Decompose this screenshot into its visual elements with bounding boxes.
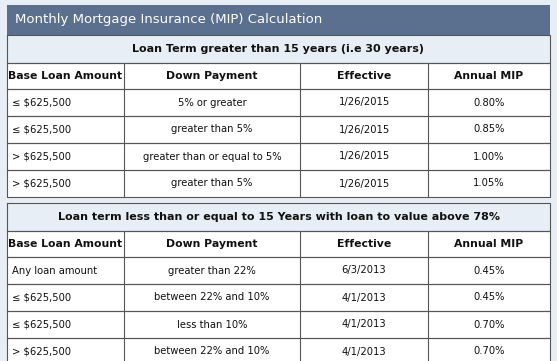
Bar (7, 170, 550, 197)
Text: 5% or greater: 5% or greater (178, 97, 246, 108)
Text: 1/26/2015: 1/26/2015 (339, 178, 390, 188)
Bar (7, 35, 550, 63)
Text: 1/26/2015: 1/26/2015 (339, 125, 390, 135)
Bar (7, 116, 550, 143)
Text: > $625,500: > $625,500 (12, 178, 71, 188)
Text: less than 10%: less than 10% (177, 319, 247, 330)
Bar (7, 257, 550, 284)
Bar (7, 338, 550, 361)
Bar (7, 143, 550, 170)
Text: ≤ $625,500: ≤ $625,500 (12, 97, 71, 108)
Text: Monthly Mortgage Insurance (MIP) Calculation: Monthly Mortgage Insurance (MIP) Calcula… (15, 13, 323, 26)
Text: 6/3/2013: 6/3/2013 (341, 265, 387, 275)
Text: Loan term less than or equal to 15 Years with loan to value above 78%: Loan term less than or equal to 15 Years… (57, 212, 500, 222)
Text: greater than 5%: greater than 5% (172, 125, 253, 135)
Text: 0.70%: 0.70% (473, 319, 505, 330)
Text: Base Loan Amount: Base Loan Amount (8, 239, 123, 249)
Bar (7, 311, 550, 338)
Text: Loan Term greater than 15 years (i.e 30 years): Loan Term greater than 15 years (i.e 30 … (133, 44, 424, 54)
Text: > $625,500: > $625,500 (12, 347, 71, 357)
Text: Any loan amount: Any loan amount (12, 265, 97, 275)
Text: 1.00%: 1.00% (473, 152, 505, 161)
Text: Base Loan Amount: Base Loan Amount (8, 71, 123, 81)
Bar (7, 5, 550, 35)
Text: ≤ $625,500: ≤ $625,500 (12, 319, 71, 330)
Text: 4/1/2013: 4/1/2013 (341, 319, 387, 330)
Text: 4/1/2013: 4/1/2013 (341, 292, 387, 303)
Text: 1.05%: 1.05% (473, 178, 505, 188)
Bar (7, 89, 550, 116)
Text: greater than or equal to 5%: greater than or equal to 5% (143, 152, 281, 161)
Text: Effective: Effective (337, 71, 391, 81)
Text: ≤ $625,500: ≤ $625,500 (12, 292, 71, 303)
Bar (7, 231, 550, 257)
Bar (7, 203, 550, 231)
Text: 0.70%: 0.70% (473, 347, 505, 357)
Text: 4/1/2013: 4/1/2013 (341, 347, 387, 357)
Text: between 22% and 10%: between 22% and 10% (154, 292, 270, 303)
Text: > $625,500: > $625,500 (12, 152, 71, 161)
Text: 0.45%: 0.45% (473, 265, 505, 275)
Text: Down Payment: Down Payment (166, 71, 258, 81)
Text: 0.80%: 0.80% (473, 97, 505, 108)
Text: ≤ $625,500: ≤ $625,500 (12, 125, 71, 135)
Text: greater than 5%: greater than 5% (172, 178, 253, 188)
Text: Down Payment: Down Payment (166, 239, 258, 249)
Text: 1/26/2015: 1/26/2015 (339, 97, 390, 108)
Text: Effective: Effective (337, 239, 391, 249)
Text: 0.85%: 0.85% (473, 125, 505, 135)
Bar (7, 63, 550, 89)
Text: 1/26/2015: 1/26/2015 (339, 152, 390, 161)
Text: greater than 22%: greater than 22% (168, 265, 256, 275)
Text: Annual MIP: Annual MIP (455, 239, 524, 249)
Text: Annual MIP: Annual MIP (455, 71, 524, 81)
Bar (7, 284, 550, 311)
Text: between 22% and 10%: between 22% and 10% (154, 347, 270, 357)
Text: 0.45%: 0.45% (473, 292, 505, 303)
